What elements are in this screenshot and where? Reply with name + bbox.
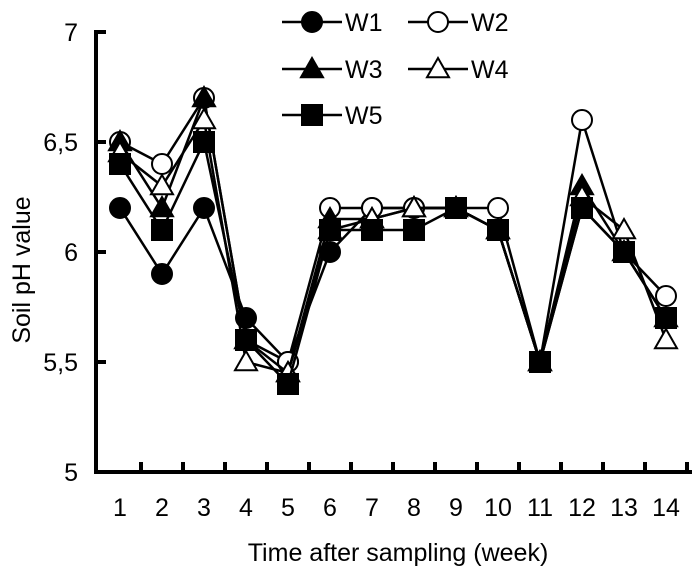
axes — [94, 30, 692, 474]
data-point-W3 — [149, 194, 175, 218]
data-point-W5 — [571, 197, 593, 219]
legend-item-W2: W2 — [408, 9, 509, 37]
legend-marker-W5 — [301, 104, 323, 126]
data-point-W5 — [361, 219, 383, 241]
data-point-W5 — [487, 219, 509, 241]
data-point-W5 — [109, 153, 131, 175]
x-ticks: 1 2 3 4 5 6 7 8 9 10 11 12 13 14 — [113, 462, 689, 522]
data-point-W1 — [109, 197, 131, 219]
data-point-W1 — [193, 197, 215, 219]
legend-marker-W1 — [301, 11, 323, 33]
series-line-W4 — [119, 116, 668, 375]
legend-item-W3: W3 — [282, 55, 383, 84]
legend-label: W1 — [345, 9, 383, 37]
data-point-W4 — [653, 326, 679, 350]
data-point-W2 — [571, 109, 593, 131]
data-point-W4 — [611, 216, 637, 240]
data-point-W5 — [529, 351, 551, 373]
legend-marker-W3 — [299, 55, 325, 79]
y-tick-label: 5,5 — [43, 349, 78, 377]
legend-item-W1: W1 — [282, 9, 383, 37]
x-tick-label: 5 — [281, 494, 295, 522]
x-tick-label: 6 — [323, 494, 337, 522]
y-tick-label: 6 — [64, 239, 78, 267]
data-point-W5 — [613, 241, 635, 263]
x-tick-label: 3 — [197, 494, 211, 522]
x-tick-label: 8 — [407, 494, 421, 522]
data-point-W5 — [277, 373, 299, 395]
legend-marker-W4 — [425, 55, 451, 79]
y-tick-label: 6,5 — [43, 129, 78, 157]
data-point-W5 — [151, 219, 173, 241]
data-point-W5 — [319, 219, 341, 241]
y-tick-label: 5 — [64, 459, 78, 487]
x-tick-label: 2 — [155, 494, 169, 522]
x-tick-label: 10 — [484, 494, 512, 522]
x-tick-label: 14 — [652, 494, 680, 522]
data-point-W2 — [655, 285, 677, 307]
data-point-W4 — [191, 106, 217, 130]
legend-label: W2 — [471, 9, 509, 37]
data-point-W4 — [401, 194, 427, 218]
series-W5 — [109, 131, 677, 395]
x-tick-label: 12 — [568, 494, 596, 522]
x-tick-label: 9 — [449, 494, 463, 522]
legend-item-W5: W5 — [282, 102, 383, 130]
data-point-W5 — [403, 219, 425, 241]
x-tick-label: 1 — [113, 494, 127, 522]
x-tick-label: 7 — [365, 494, 379, 522]
series-W1 — [109, 197, 677, 373]
legend-marker-W2 — [427, 11, 449, 33]
data-point-W5 — [655, 307, 677, 329]
legend: W1 W2 W3 W4 W5 — [282, 9, 509, 130]
legend-label: W3 — [345, 56, 383, 84]
data-point-W4 — [149, 172, 175, 196]
data-point-W3 — [191, 84, 217, 108]
data-point-W5 — [193, 131, 215, 153]
series-line-W5 — [118, 138, 668, 387]
data-point-W5 — [235, 329, 257, 351]
x-tick-label: 4 — [239, 494, 253, 522]
legend-item-W4: W4 — [408, 55, 509, 84]
data-point-W2 — [487, 197, 509, 219]
data-point-W5 — [445, 197, 467, 219]
x-tick-label: 13 — [610, 494, 638, 522]
series-layer — [107, 84, 679, 395]
data-point-W1 — [151, 263, 173, 285]
y-tick-label: 7 — [64, 19, 78, 47]
legend-label: W4 — [471, 56, 509, 84]
legend-label: W5 — [345, 102, 383, 130]
data-point-W4 — [233, 348, 259, 372]
y-axis-label: Soil pH value — [8, 196, 36, 343]
y-ticks: 5 5,5 6 6,5 7 — [43, 19, 106, 487]
x-tick-label: 11 — [527, 494, 553, 522]
x-axis-label: Time after sampling (week) — [248, 539, 549, 567]
data-point-W2 — [151, 153, 173, 175]
